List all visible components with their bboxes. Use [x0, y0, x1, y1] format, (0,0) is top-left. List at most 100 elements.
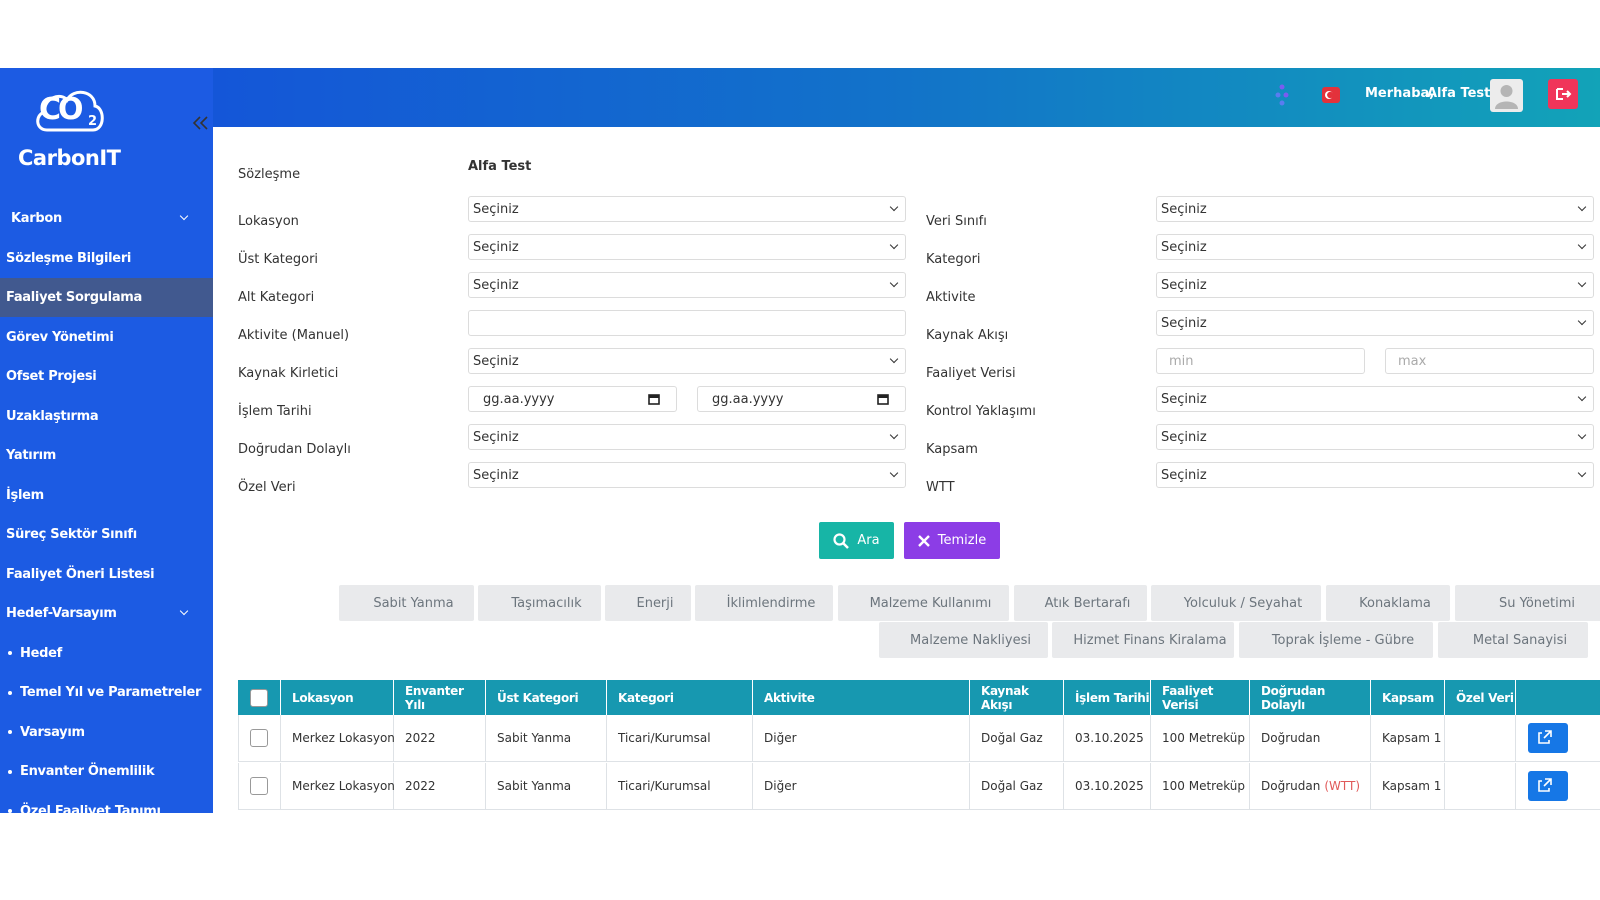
sidebar-item[interactable]: Temel Yıl ve Parametreler	[0, 673, 213, 712]
date-input[interactable]: gg.aa.yyyy	[468, 386, 677, 412]
table-cell: Diğer	[753, 715, 970, 762]
clear-button[interactable]: Temizle	[904, 522, 1000, 559]
sidebar-item[interactable]: Varsayım	[0, 713, 213, 752]
table-cell: 03.10.2025	[1064, 762, 1151, 810]
table-cell: Doğal Gaz	[970, 762, 1064, 810]
logout-button[interactable]	[1548, 79, 1578, 109]
avatar[interactable]	[1490, 79, 1523, 112]
category-tab[interactable]: İklimlendirme	[695, 585, 833, 621]
language-flag[interactable]	[1322, 87, 1340, 103]
category-tab[interactable]: Sabit Yanma	[339, 585, 474, 621]
table-cell	[1445, 762, 1516, 810]
sidebar-item[interactable]: Hedef	[0, 634, 213, 673]
sidebar-item[interactable]: Görev Yönetimi	[0, 318, 213, 357]
category-tab[interactable]: Hizmet Finans Kiralama	[1052, 622, 1234, 658]
category-tab[interactable]: Yolculuk / Seyahat	[1151, 585, 1321, 621]
header: Merhaba, Alfa Test	[213, 68, 1600, 127]
select-input[interactable]: Seçiniz	[468, 196, 906, 222]
category-tab[interactable]: Su Yönetimi	[1455, 585, 1600, 621]
text-input[interactable]	[468, 310, 906, 336]
table-cell	[1516, 715, 1600, 762]
category-tab[interactable]: Enerji	[605, 585, 691, 621]
sidebar-item[interactable]: Faaliyet Sorgulama	[0, 278, 213, 317]
contract-label: Sözleşme	[238, 167, 301, 182]
row-checkbox[interactable]	[250, 776, 268, 795]
sidebar-item-label: Envanter Önemlilik	[20, 764, 155, 779]
logo-text: CO	[39, 92, 83, 127]
field-label: Kapsam	[926, 442, 978, 457]
sidebar-item[interactable]: Süreç Sektör Sınıfı	[0, 515, 213, 554]
sidebar-item-label: Görev Yönetimi	[6, 329, 114, 345]
sidebar-item-label: Yatırım	[6, 448, 56, 463]
field-label: WTT	[926, 480, 955, 495]
row-checkbox[interactable]	[250, 729, 268, 747]
select-input[interactable]: Seçiniz	[1156, 386, 1594, 412]
wtt-tag: (WTT)	[1324, 778, 1361, 793]
field-label: Üst Kategori	[238, 252, 319, 267]
field-label: Kontrol Yaklaşımı	[926, 404, 1036, 419]
sidebar-item-label: Ofset Projesi	[6, 369, 97, 384]
edit-icon	[1538, 777, 1552, 792]
edit-button[interactable]	[1528, 770, 1568, 801]
sidebar-item[interactable]: Karbon	[0, 199, 213, 238]
field-label: Aktivite	[926, 290, 976, 305]
table-cell: 2022	[394, 715, 486, 762]
table-cell	[238, 762, 281, 810]
sidebar-item[interactable]: Hedef-Varsayım	[0, 594, 213, 633]
table-cell: 100 Metreküp	[1151, 762, 1250, 810]
apps-icon[interactable]	[1275, 84, 1289, 106]
table-header-cell: Doğrudan Dolaylı	[1250, 680, 1371, 715]
category-tab[interactable]: Malzeme Kullanımı	[838, 585, 1009, 621]
select-input[interactable]: Seçiniz	[468, 462, 906, 488]
select-input[interactable]: Seçiniz	[468, 348, 906, 374]
sidebar-item[interactable]: Ofset Projesi	[0, 357, 213, 396]
select-all-checkbox[interactable]	[250, 688, 268, 707]
range-input[interactable]: max	[1385, 348, 1594, 374]
search-icon	[833, 532, 850, 549]
app: CO 2 CarbonIT Karbon Sözleşme Bilgileri Fa…	[0, 68, 1600, 813]
sidebar-item[interactable]: Uzaklaştırma	[0, 397, 213, 436]
table-header-cell: Özel Veri	[1445, 680, 1516, 715]
select-input[interactable]: Seçiniz	[468, 234, 906, 260]
select-input[interactable]: Seçiniz	[1156, 310, 1594, 336]
sidebar-item-label: Hedef-Varsayım	[6, 606, 117, 621]
select-input[interactable]: Seçiniz	[1156, 196, 1594, 222]
table-cell: 03.10.2025	[1064, 715, 1151, 762]
table-cell: Merkez Lokasyon	[281, 715, 395, 762]
brand-name: CarbonIT	[18, 146, 121, 170]
sidebar-item[interactable]: Faaliyet Öneri Listesi	[0, 555, 213, 594]
category-tab[interactable]: Atık Bertarafı	[1014, 585, 1147, 621]
logo-cloud	[36, 90, 104, 132]
edit-button[interactable]	[1528, 723, 1568, 753]
select-input[interactable]: Seçiniz	[1156, 462, 1594, 488]
category-tab[interactable]: Malzeme Nakliyesi	[879, 622, 1048, 658]
select-input[interactable]: Seçiniz	[1156, 424, 1594, 450]
sidebar-item[interactable]: Özel Faaliyet Tanımı	[0, 792, 213, 813]
category-tab[interactable]: Taşımacılık	[478, 585, 601, 621]
table-cell: Ticari/Kurumsal	[607, 762, 753, 810]
sidebar-item[interactable]: Yatırım	[0, 436, 213, 475]
table-cell: Kapsam 1	[1371, 715, 1445, 762]
sidebar-item[interactable]: İşlem	[0, 476, 213, 515]
sidebar-item[interactable]: Sözleşme Bilgileri	[0, 239, 213, 278]
range-input[interactable]: min	[1156, 348, 1365, 374]
select-input[interactable]: Seçiniz	[468, 272, 906, 298]
select-input[interactable]: Seçiniz	[1156, 272, 1594, 298]
select-input[interactable]: Seçiniz	[468, 424, 906, 450]
sidebar-item-label: Faaliyet Öneri Listesi	[6, 566, 155, 582]
table-cell: 2022	[394, 762, 486, 810]
category-tab[interactable]: Metal Sanayisi	[1438, 622, 1588, 658]
category-tab[interactable]: Toprak İşleme - Gübre	[1239, 622, 1433, 658]
category-tab[interactable]: Konaklama	[1326, 585, 1450, 621]
select-input[interactable]: Seçiniz	[1156, 234, 1594, 260]
search-button[interactable]: Ara	[819, 522, 894, 559]
table-header-cell: Kategori	[607, 680, 753, 715]
collapse-button[interactable]	[192, 115, 210, 131]
field-label: Aktivite (Manuel)	[238, 328, 350, 343]
field-label: Kaynak Akışı	[926, 328, 1009, 343]
sidebar-item[interactable]: Envanter Önemlilik	[0, 752, 213, 791]
table-header-cell	[238, 680, 281, 715]
date-input[interactable]: gg.aa.yyyy	[697, 386, 906, 412]
table-cell: Sabit Yanma	[486, 762, 607, 810]
